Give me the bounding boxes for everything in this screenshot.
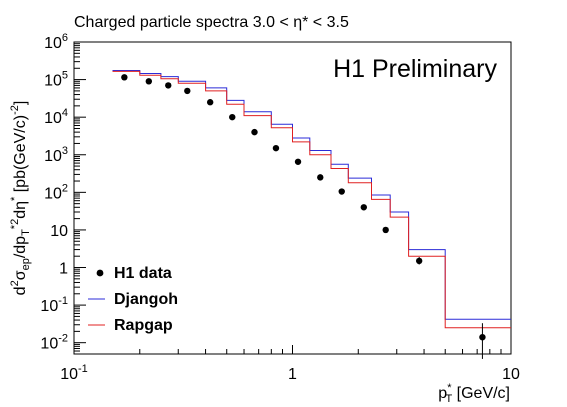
- data-point: [294, 158, 302, 165]
- x-tick-label: 10-1: [60, 363, 88, 383]
- data-point: [272, 144, 280, 152]
- djangoh-histogram: [112, 70, 511, 320]
- y-tick-label: 106: [44, 32, 68, 52]
- data-point: [382, 226, 389, 234]
- chart-title: Charged particle spectra 3.0 < η* < 3.5: [74, 14, 349, 31]
- data-point: [165, 82, 172, 89]
- h1-preliminary-annotation: H1 Preliminary: [333, 55, 497, 83]
- y-tick-label: 10-2: [40, 333, 68, 353]
- data-point: [479, 333, 486, 341]
- data-point: [229, 113, 236, 121]
- legend: H1 data Djangoh Rapgap: [88, 265, 178, 334]
- y-tick-label: 10-1: [40, 295, 68, 315]
- data-point: [317, 174, 324, 181]
- legend-label-rapgap: Rapgap: [114, 317, 173, 334]
- x-tick-label: 10: [502, 366, 520, 383]
- legend-marker-h1-data: [96, 269, 104, 277]
- y-axis-ticks: 10-2 10-1 1 10 102 103 104 105 106: [40, 32, 86, 355]
- y-tick-label: 10: [50, 223, 68, 240]
- legend-label-h1-data: H1 data: [114, 265, 172, 282]
- y-tick-label: 1: [59, 261, 68, 278]
- rapgap-histogram: [112, 70, 511, 329]
- x-axis-label: p* T [GeV/c]: [438, 382, 510, 405]
- data-point: [338, 188, 345, 195]
- data-point: [251, 128, 258, 136]
- y-axis-label: d2σep/dpT*2dη* [pb(GeV/c)-2]: [9, 101, 32, 296]
- series-layer: [112, 70, 511, 359]
- data-point: [121, 74, 128, 81]
- y-tick-label: 104: [44, 107, 68, 127]
- x-axis-ticks: 10-1 1 10: [60, 345, 520, 383]
- y-tick-label: 102: [44, 182, 68, 202]
- data-point: [415, 257, 423, 265]
- x-tick-label: 1: [288, 366, 297, 383]
- y-tick-label: 103: [44, 145, 68, 165]
- y-tick-label: 105: [44, 70, 68, 90]
- data-point: [145, 78, 153, 85]
- data-point: [360, 204, 368, 211]
- data-point: [206, 99, 214, 106]
- data-point: [184, 87, 191, 95]
- legend-label-djangoh: Djangoh: [114, 291, 178, 308]
